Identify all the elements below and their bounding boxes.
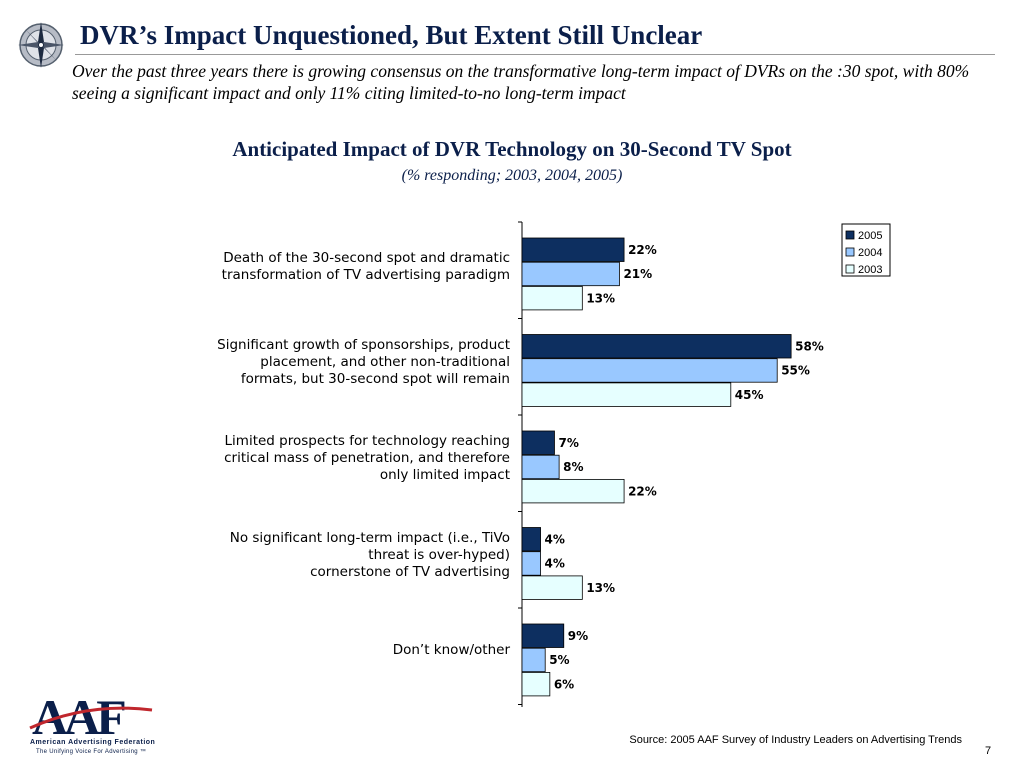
data-label: 45%: [735, 388, 764, 402]
category-label-line: Significant growth of sponsorships, prod…: [217, 336, 510, 353]
legend-swatch-2004: [845, 247, 855, 257]
category-label: No significant long-term impact (i.e., T…: [150, 530, 510, 581]
category-label-line: transformation of TV advertising paradig…: [221, 267, 510, 283]
data-label: 4%: [545, 557, 565, 571]
category-label-line: No significant long-term impact (i.e., T…: [229, 529, 510, 546]
legend-label: 2004: [858, 247, 882, 259]
data-label: 9%: [568, 629, 588, 643]
logo-tagline: The Unifying Voice For Advertising ™: [36, 749, 147, 755]
category-label: Death of the 30-second spot and dramatic…: [150, 250, 510, 284]
data-label: 13%: [586, 291, 615, 305]
bar-2004: [521, 551, 541, 576]
bar-2003: [521, 285, 583, 311]
data-label: 6%: [554, 677, 574, 691]
bar-2005: [521, 527, 541, 552]
chart-subtitle: (% responding; 2003, 2004, 2005): [401, 167, 623, 184]
bar-2004: [521, 454, 560, 480]
logo-name: American Advertising Federation: [30, 739, 156, 746]
category-label-line: Limited prospects for technology reachin…: [224, 433, 510, 449]
data-label: 22%: [628, 243, 657, 257]
data-label: 21%: [623, 267, 652, 281]
bar-2003: [521, 672, 551, 697]
category-label-line: Death of the 30-second spot and dramatic: [223, 250, 510, 266]
data-label: 55%: [781, 364, 810, 378]
data-label: 58%: [795, 340, 824, 354]
legend-swatch-2005: [845, 230, 855, 240]
bar-2004: [521, 358, 778, 383]
data-label: 4%: [545, 533, 565, 547]
chart-title: Anticipated Impact of DVR Technology on …: [232, 137, 792, 161]
title-divider: [75, 54, 995, 55]
bar-2005: [521, 237, 625, 262]
source-note: Source: 2005 AAF Survey of Industry Lead…: [629, 734, 962, 746]
bar-2005: [521, 623, 565, 648]
data-label: 13%: [586, 581, 615, 595]
data-label: 8%: [563, 460, 583, 474]
bar-2004: [521, 261, 620, 287]
category-label: Limited prospects for technology reachin…: [150, 433, 510, 484]
bar-2003: [521, 382, 732, 407]
legend-label: 2005: [858, 230, 882, 242]
category-label-line: critical mass of penetration, and theref…: [224, 450, 510, 466]
category-label-line: cornerstone of TV advertising: [310, 563, 510, 580]
category-label-line: Don’t know/other: [392, 642, 510, 658]
category-label: Significant growth of sponsorships, prod…: [150, 337, 510, 388]
data-label: 7%: [558, 436, 578, 450]
bar-2005: [521, 334, 792, 359]
data-label: 22%: [628, 484, 657, 498]
legend-label: 2003: [858, 264, 882, 276]
page-subtitle: Over the past three years there is growi…: [72, 61, 970, 103]
data-label: 5%: [549, 653, 569, 667]
category-label-line: only limited impact: [379, 467, 510, 483]
page-title: DVR’s Impact Unquestioned, But Extent St…: [80, 20, 703, 50]
category-label-line: placement, and other non-traditional: [260, 353, 510, 370]
category-label: Don’t know/other: [150, 642, 510, 659]
page-number: 7: [985, 745, 992, 757]
aaf-logo-text: AAF: [32, 689, 125, 745]
bar-2003: [521, 575, 583, 600]
category-label-line: threat is over-hyped): [368, 546, 510, 563]
aaf-logo: AAF: [29, 689, 153, 745]
bar-2003: [521, 478, 625, 504]
compass-logo-icon: [18, 22, 64, 68]
bar-2004: [521, 647, 546, 673]
bar-2005: [521, 430, 555, 455]
legend-swatch-2003: [845, 264, 855, 274]
category-label-line: formats, but 30-second spot will remain: [240, 370, 510, 387]
